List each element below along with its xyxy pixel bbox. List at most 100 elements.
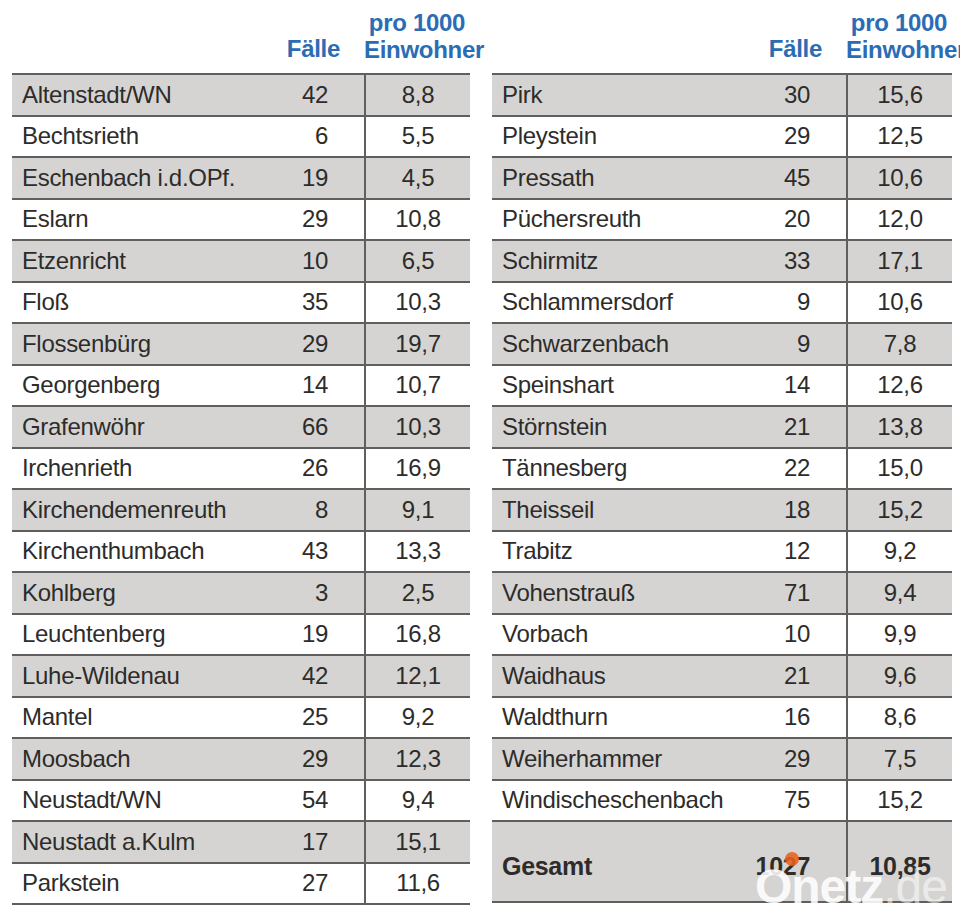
faelle-value: 14 xyxy=(746,366,846,406)
per1000-line2: Einwohner xyxy=(846,36,960,63)
faelle-value: 9 xyxy=(746,324,846,364)
per1000-value: 9,9 xyxy=(846,615,952,655)
faelle-value: 19 xyxy=(264,158,364,198)
faelle-value: 19 xyxy=(264,615,364,655)
municipality-name: Flossenbürg xyxy=(12,324,264,364)
faelle-value: 75 xyxy=(746,781,846,821)
per1000-line1: pro 1000 xyxy=(369,9,465,36)
municipality-name: Floß xyxy=(12,283,264,323)
table-row: Speinshart1412,6 xyxy=(492,364,952,406)
table-row: Theisseil1815,2 xyxy=(492,488,952,530)
faelle-value: 33 xyxy=(746,241,846,281)
table-row: Trabitz129,2 xyxy=(492,530,952,572)
faelle-value: 22 xyxy=(746,449,846,489)
case-statistics-tables: Fälle pro 1000 Einwohner Altenstadt/WN42… xyxy=(12,0,952,905)
table-right-body: Pirk3015,6Pleystein2912,5Pressath4510,6P… xyxy=(492,73,952,903)
table-row: Neustadt a.Kulm1715,1 xyxy=(12,820,470,862)
faelle-value: 18 xyxy=(746,490,846,530)
faelle-value: 3 xyxy=(264,573,364,613)
municipality-name: Pleystein xyxy=(492,117,746,157)
faelle-value: 21 xyxy=(746,656,846,696)
faelle-value: 29 xyxy=(264,200,364,240)
municipality-name: Kohlberg xyxy=(12,573,264,613)
column-header-faelle: Fälle xyxy=(264,35,364,63)
per1000-value: 9,6 xyxy=(846,656,952,696)
table-row: Waldthurn168,6 xyxy=(492,696,952,738)
table-row: Pleystein2912,5 xyxy=(492,115,952,157)
faelle-value: 10 xyxy=(746,615,846,655)
faelle-value: 43 xyxy=(264,532,364,572)
column-header-faelle: Fälle xyxy=(746,35,846,63)
per1000-line1: pro 1000 xyxy=(851,9,947,36)
table-row: Grafenwöhr6610,3 xyxy=(12,405,470,447)
table-row: Parkstein2711,6 xyxy=(12,862,470,904)
per1000-value: 2,5 xyxy=(364,573,470,613)
faelle-value: 29 xyxy=(264,739,364,779)
table-row: Pressath4510,6 xyxy=(492,156,952,198)
table-row: Püchersreuth2012,0 xyxy=(492,198,952,240)
per1000-value: 15,2 xyxy=(846,781,952,821)
municipality-name: Bechtsrieth xyxy=(12,117,264,157)
per1000-value: 12,1 xyxy=(364,656,470,696)
municipality-name: Tännesberg xyxy=(492,449,746,489)
onetz-logo-orange-dot-icon xyxy=(785,852,799,866)
faelle-value: 29 xyxy=(746,117,846,157)
table-row: Irchenrieth2616,9 xyxy=(12,447,470,489)
municipality-name: Vohenstrauß xyxy=(492,573,746,613)
table-row: Schirmitz3317,1 xyxy=(492,239,952,281)
table-row: Pirk3015,6 xyxy=(492,73,952,115)
per1000-value: 6,5 xyxy=(364,241,470,281)
faelle-value: 10 xyxy=(264,241,364,281)
municipality-name: Neustadt a.Kulm xyxy=(12,822,264,862)
faelle-value: 66 xyxy=(264,407,364,447)
per1000-value: 15,1 xyxy=(364,822,470,862)
table-left: Fälle pro 1000 Einwohner Altenstadt/WN42… xyxy=(12,0,470,905)
faelle-value: 16 xyxy=(746,698,846,738)
per1000-value: 17,1 xyxy=(846,241,952,281)
per1000-value: 13,3 xyxy=(364,532,470,572)
per1000-value: 9,4 xyxy=(846,573,952,613)
per1000-value: 11,6 xyxy=(364,864,470,904)
faelle-value: 21 xyxy=(746,407,846,447)
onetz-watermark: Onetz.de xyxy=(755,863,947,911)
table-row: Weiherhammer297,5 xyxy=(492,737,952,779)
table-row: Vorbach109,9 xyxy=(492,613,952,655)
per1000-value: 15,2 xyxy=(846,490,952,530)
per1000-value: 10,6 xyxy=(846,283,952,323)
municipality-name: Pirk xyxy=(492,75,746,115)
per1000-value: 15,6 xyxy=(846,75,952,115)
table-row: Kohlberg32,5 xyxy=(12,571,470,613)
per1000-value: 12,5 xyxy=(846,117,952,157)
per1000-value: 10,7 xyxy=(364,366,470,406)
table-row: Kirchenthumbach4313,3 xyxy=(12,530,470,572)
municipality-name: Weiherhammer xyxy=(492,739,746,779)
per1000-value: 19,7 xyxy=(364,324,470,364)
faelle-value: 29 xyxy=(746,739,846,779)
per1000-value: 9,2 xyxy=(364,698,470,738)
municipality-name: Grafenwöhr xyxy=(12,407,264,447)
table-row: Flossenbürg2919,7 xyxy=(12,322,470,364)
per1000-value: 9,4 xyxy=(364,781,470,821)
faelle-value: 8 xyxy=(264,490,364,530)
faelle-value: 30 xyxy=(746,75,846,115)
municipality-name: Schlammersdorf xyxy=(492,283,746,323)
table-row: Eslarn2910,8 xyxy=(12,198,470,240)
table-row: Luhe-Wildenau4212,1 xyxy=(12,654,470,696)
per1000-value: 13,8 xyxy=(846,407,952,447)
table-right-header: Fälle pro 1000 Einwohner xyxy=(492,0,952,73)
table-row: Georgenberg1410,7 xyxy=(12,364,470,406)
table-right: Fälle pro 1000 Einwohner Pirk3015,6Pleys… xyxy=(492,0,952,905)
municipality-name: Schirmitz xyxy=(492,241,746,281)
municipality-name: Püchersreuth xyxy=(492,200,746,240)
per1000-value: 9,1 xyxy=(364,490,470,530)
per1000-value: 7,5 xyxy=(846,739,952,779)
municipality-name: Eschenbach i.d.OPf. xyxy=(12,158,264,198)
per1000-value: 9,2 xyxy=(846,532,952,572)
municipality-name: Trabitz xyxy=(492,532,746,572)
municipality-name: Vorbach xyxy=(492,615,746,655)
table-row: Störnstein2113,8 xyxy=(492,405,952,447)
table-row: Schwarzenbach97,8 xyxy=(492,322,952,364)
faelle-value: 71 xyxy=(746,573,846,613)
municipality-name: Kirchendemenreuth xyxy=(12,490,264,530)
table-right-rows: Pirk3015,6Pleystein2912,5Pressath4510,6P… xyxy=(492,73,952,820)
